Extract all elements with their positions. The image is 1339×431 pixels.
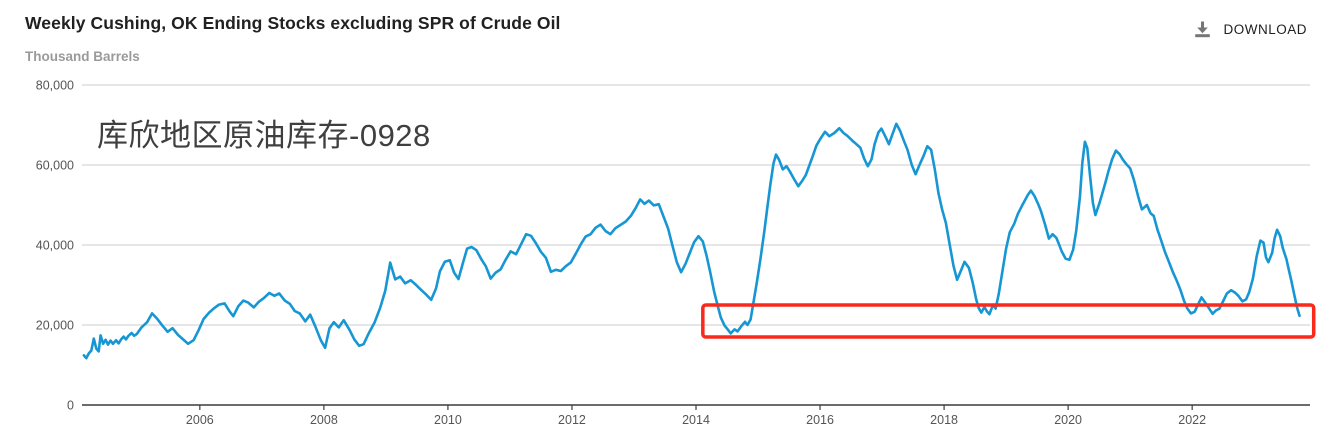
stocks-series-line	[82, 122, 1301, 360]
download-button[interactable]: DOWNLOAD	[1191, 16, 1309, 43]
y-tick-label: 20,000	[36, 319, 74, 333]
y-tick-label: 60,000	[36, 159, 74, 173]
x-tick-label: 2010	[434, 413, 462, 427]
x-tick-label: 2018	[930, 413, 958, 427]
y-tick-label: 0	[67, 399, 74, 413]
chart-title: Weekly Cushing, OK Ending Stocks excludi…	[25, 13, 561, 33]
x-tick-label: 2020	[1054, 413, 1082, 427]
red-highlight-box	[701, 303, 1316, 339]
chinese-annotation-text: 库欣地区原油库存-0928	[97, 118, 431, 153]
y-tick-label: 40,000	[36, 239, 74, 253]
download-button-label: DOWNLOAD	[1223, 22, 1307, 37]
x-tick-label: 2022	[1178, 413, 1206, 427]
download-icon	[1195, 21, 1211, 38]
y-tick-label: 80,000	[36, 79, 74, 93]
x-tick-label: 2006	[186, 413, 214, 427]
chart-units-label: Thousand Barrels	[25, 49, 140, 64]
x-tick-label: 2008	[310, 413, 338, 427]
x-tick-label: 2012	[558, 413, 586, 427]
x-tick-label: 2014	[682, 413, 710, 427]
x-tick-label: 2016	[806, 413, 834, 427]
